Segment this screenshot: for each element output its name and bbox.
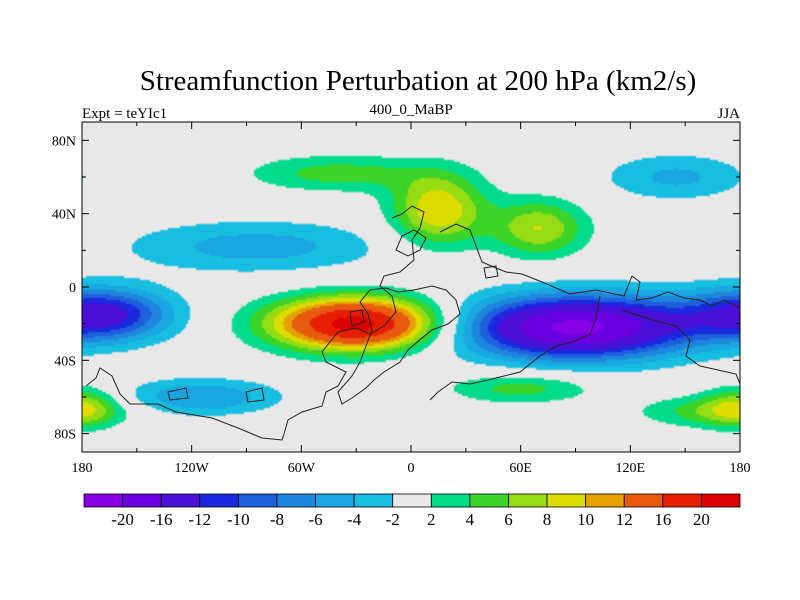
labelbar-label: 2: [427, 510, 436, 529]
y-tick-label: 0: [69, 281, 76, 296]
labelbar-label: -20: [111, 510, 134, 529]
labelbar-label: 16: [654, 510, 671, 529]
labelbar-label: 20: [693, 510, 710, 529]
axis-ticks: 180 120W 60W 0 60E 120E 180 80N 40N 0 40S 80S: [52, 122, 751, 476]
labelbar-box: [430, 493, 471, 508]
labelbar-label: -16: [150, 510, 173, 529]
labelbar-label: -8: [270, 510, 284, 529]
coastline-mediterranean: [395, 229, 427, 257]
labelbar-box: [392, 493, 432, 508]
contour-field: [82, 122, 740, 452]
labelbar-box: [276, 493, 316, 508]
labelbar-box: [353, 493, 394, 508]
labelbar-box: [662, 493, 702, 508]
labelbar-box: [160, 493, 201, 508]
x-tick-label: 0: [408, 461, 415, 476]
x-tick-label: 60W: [288, 461, 316, 476]
labelbar-box: [701, 493, 741, 508]
y-tick-label: 40S: [54, 354, 76, 369]
subtitle-right: JJA: [717, 106, 740, 122]
labelbar-box: [508, 493, 548, 508]
x-tick-label: 120E: [616, 461, 646, 476]
labelbar-label: 6: [504, 510, 513, 529]
labelbar-label: 12: [616, 510, 633, 529]
subtitle-left: Expt = teYIc1: [82, 106, 167, 122]
labelbar-box: [83, 493, 123, 508]
labelbar-label: -12: [188, 510, 211, 529]
labelbar-label: 10: [577, 510, 594, 529]
x-tick-label: 60E: [509, 461, 532, 476]
labelbar-box: [469, 493, 509, 508]
labelbar-label: -6: [308, 510, 322, 529]
coastline-islands: [167, 265, 499, 403]
coastline-australia: [621, 309, 740, 385]
labelbar-box: [122, 493, 162, 508]
coastline-outline: [85, 205, 740, 441]
x-tick-label: 180: [730, 461, 751, 476]
coastline-asia-south: [429, 295, 601, 401]
labelbar-label: 8: [543, 510, 552, 529]
labelbar-box: [585, 493, 625, 508]
x-tick-label: 120W: [175, 461, 210, 476]
labelbar-label: 4: [466, 510, 475, 529]
labelbar-box: [237, 493, 278, 508]
labelbar-box: [623, 493, 664, 508]
coastline-americas: [85, 205, 425, 441]
labelbar-box: [546, 493, 587, 508]
labelbar-box: [315, 493, 355, 508]
coastline-eurasia: [439, 223, 740, 309]
y-tick-label: 80N: [52, 134, 76, 149]
y-tick-label: 80S: [54, 428, 76, 443]
coastline-africa: [337, 285, 461, 405]
x-tick-label: 180: [72, 461, 93, 476]
labelbar-label: -4: [347, 510, 362, 529]
y-tick-label: 40N: [52, 208, 76, 223]
chart-title: Streamfunction Perturbation at 200 hPa (…: [140, 65, 697, 97]
labelbar-label: -10: [227, 510, 250, 529]
contour-fill-image: [82, 122, 740, 452]
subtitle-center: 400_0_MaBP: [369, 102, 452, 118]
labelbar-label: -2: [386, 510, 400, 529]
color-labelbar: -20 -16 -12 -10 -8 -6 -4 -2 2 4 6 8 10 12 16 20: [83, 493, 741, 529]
labelbar-box: [199, 493, 239, 508]
